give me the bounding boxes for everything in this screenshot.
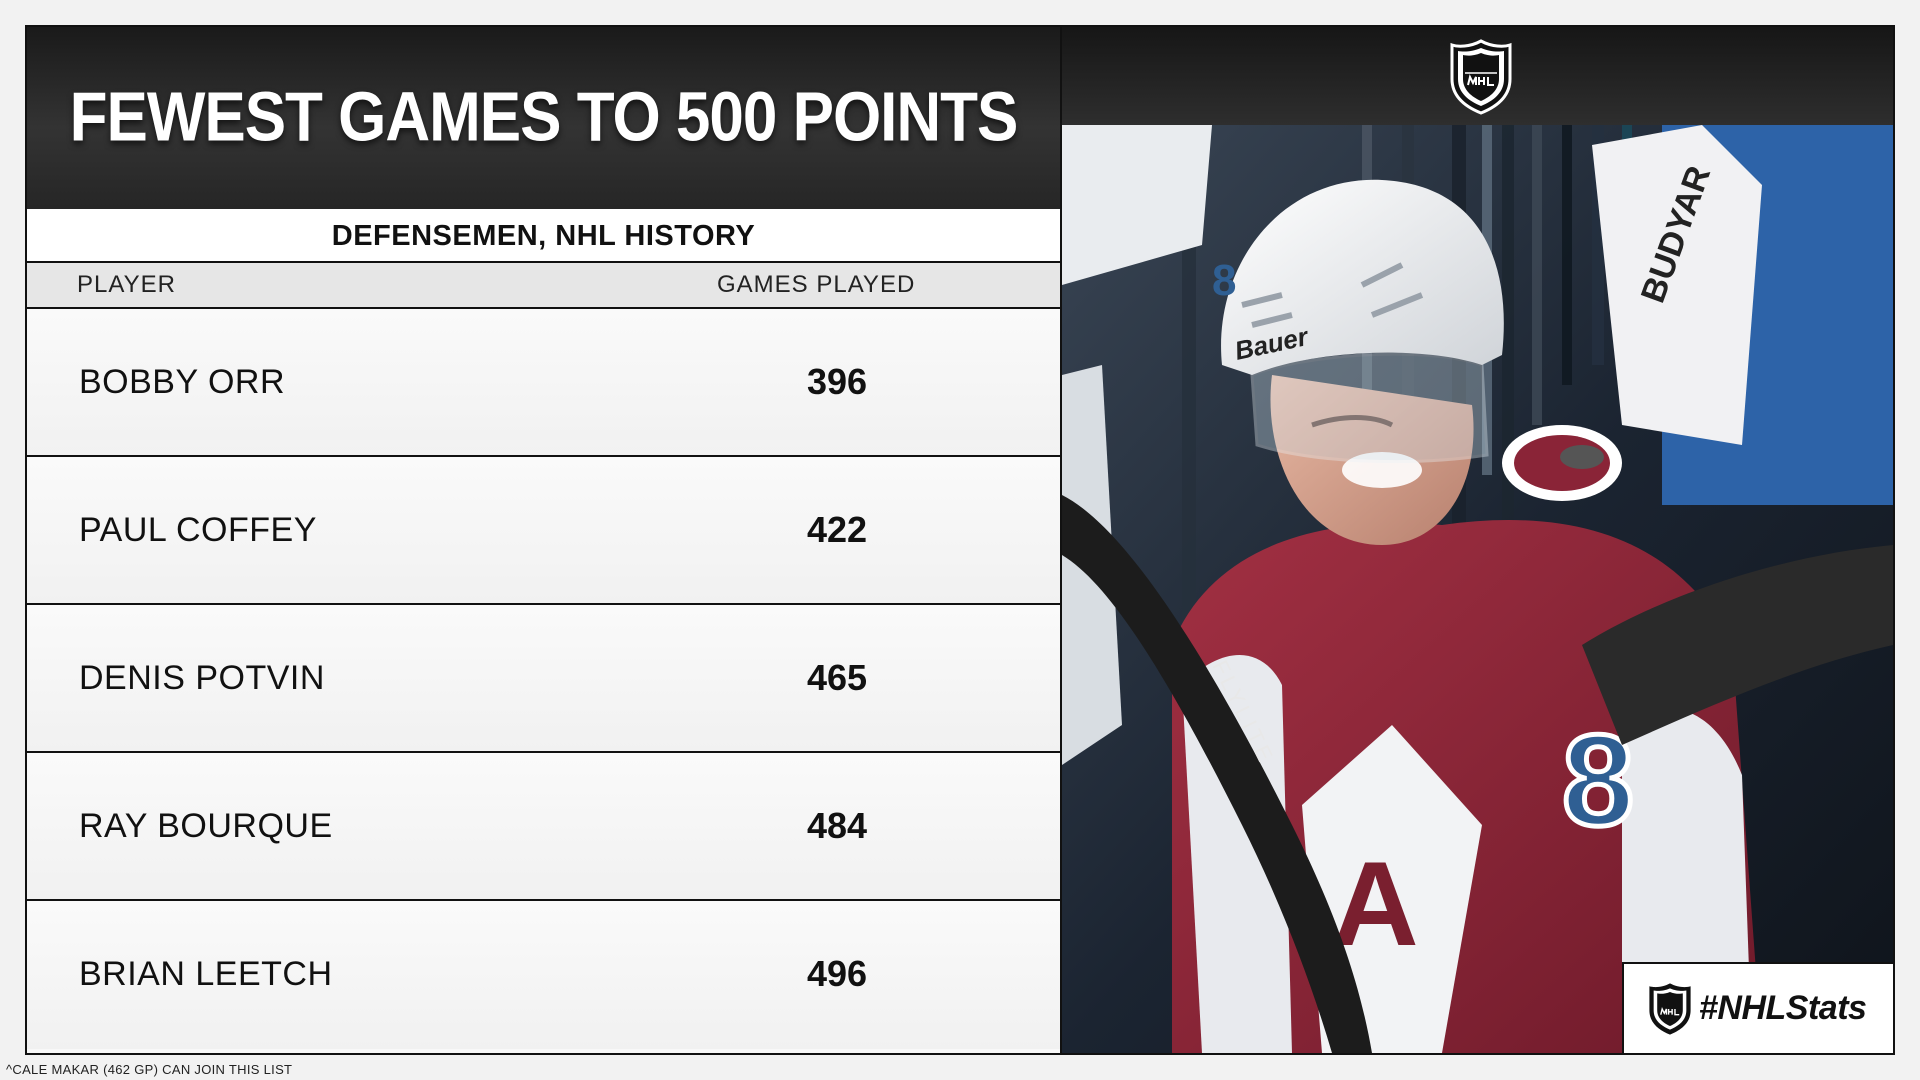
table-row: BOBBY ORR 396	[27, 309, 1060, 457]
games-played-value: 396	[807, 361, 868, 402]
table-body: BOBBY ORR 396 PAUL COFFEY 422 DENIS POTVIN 46…	[27, 309, 1060, 1049]
player-name: PAUL COFFEY	[79, 511, 317, 549]
table-row: PAUL COFFEY 422	[27, 457, 1060, 605]
player-photo: BUDYAR A 8 8 Bauer	[1062, 125, 1893, 1053]
table-header: PLAYER GAMES PLAYED	[27, 263, 1060, 309]
games-played-value: 496	[807, 953, 868, 994]
table-row: DENIS POTVIN 465	[27, 605, 1060, 753]
player-name: DENIS POTVIN	[79, 659, 325, 697]
table-row: RAY BOURQUE 484	[27, 753, 1060, 901]
photo-header	[1062, 27, 1893, 125]
table-row: BRIAN LEETCH 496	[27, 901, 1060, 1049]
column-header-games-played: GAMES PLAYED	[717, 271, 916, 298]
games-played-value: 465	[807, 657, 868, 698]
photo-panel: BUDYAR A 8 8 Bauer	[1062, 27, 1893, 1053]
nhl-stats-badge: #NHLStats	[1622, 962, 1893, 1053]
column-header-player: PLAYER	[77, 271, 176, 298]
stats-table-panel: FEWEST GAMES TO 500 POINTS DEFENSEMEN, N…	[27, 27, 1062, 1053]
chart-subtitle: DEFENSEMEN, NHL HISTORY	[27, 209, 1060, 263]
player-name: BRIAN LEETCH	[79, 955, 333, 993]
games-played-value: 422	[807, 509, 868, 550]
graphic-frame: FEWEST GAMES TO 500 POINTS DEFENSEMEN, N…	[25, 25, 1895, 1055]
nhl-shield-icon	[1649, 983, 1691, 1035]
nhl-shield-icon	[1450, 39, 1512, 115]
svg-text:8: 8	[1562, 707, 1634, 853]
svg-text:A: A	[1332, 837, 1419, 971]
player-name: BOBBY ORR	[79, 363, 286, 401]
chart-title: FEWEST GAMES TO 500 POINTS	[69, 78, 1019, 157]
hashtag-label: #NHLStats	[1699, 989, 1867, 1027]
player-name: RAY BOURQUE	[79, 807, 333, 845]
title-bar: FEWEST GAMES TO 500 POINTS	[27, 27, 1060, 209]
games-played-value: 484	[807, 805, 868, 846]
footnote: ^CALE MAKAR (462 GP) CAN JOIN THIS LIST	[6, 1062, 293, 1077]
helmet-number: 8	[1212, 256, 1236, 305]
